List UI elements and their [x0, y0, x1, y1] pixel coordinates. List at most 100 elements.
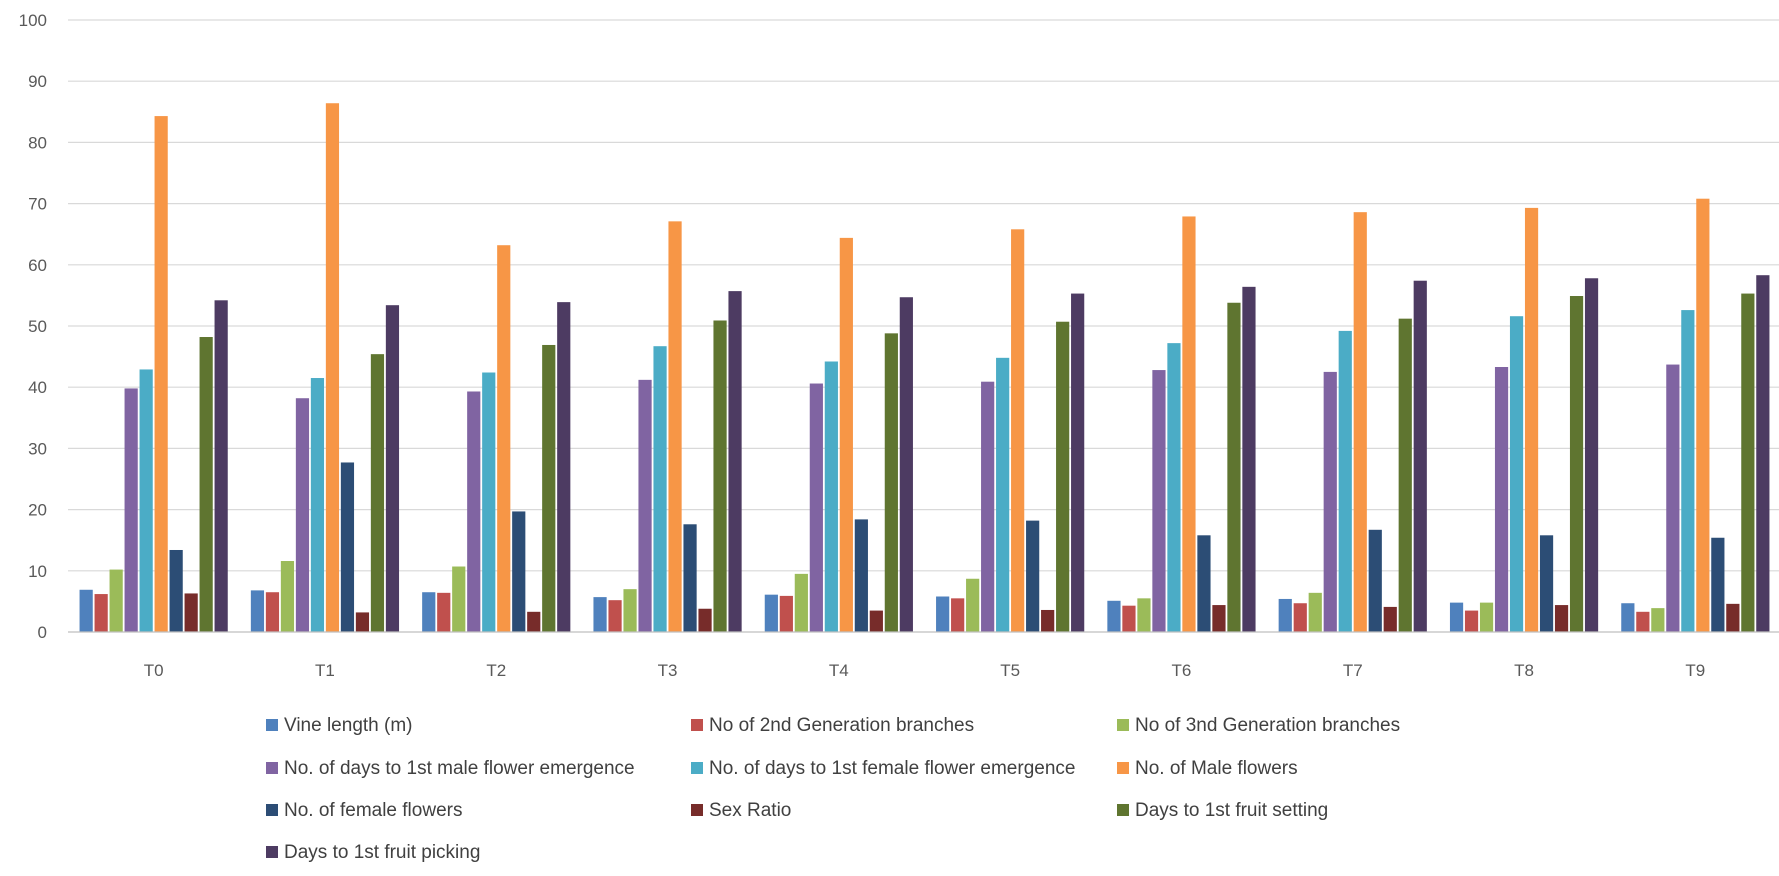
bar — [1413, 280, 1427, 632]
bar — [325, 103, 340, 633]
legend-swatch — [1117, 719, 1129, 731]
bar — [1353, 212, 1367, 632]
bar — [1152, 370, 1166, 632]
bar — [250, 590, 265, 632]
legend: Vine length (m) No of 2nd Generation bran… — [266, 715, 1400, 863]
bar — [1539, 535, 1554, 632]
bar — [184, 593, 198, 632]
bar — [1026, 520, 1040, 632]
bar — [1011, 229, 1025, 632]
legend-swatch — [266, 762, 278, 774]
x-tick-label: T4 — [829, 661, 849, 680]
bar — [542, 344, 556, 632]
bar — [1167, 343, 1181, 632]
bar — [557, 302, 571, 632]
bar — [265, 592, 280, 632]
bar — [385, 305, 400, 632]
y-tick-label: 20 — [28, 501, 47, 520]
legend-label: No. of days to 1st male flower emergence — [284, 758, 635, 779]
bar — [638, 379, 652, 632]
bar — [1323, 371, 1337, 632]
bar — [1212, 605, 1226, 632]
bar — [1524, 207, 1539, 632]
bar — [981, 381, 995, 632]
y-tick-label: 40 — [28, 378, 47, 397]
y-tick-label: 30 — [28, 439, 47, 458]
legend-swatch — [691, 762, 703, 774]
bar — [1041, 609, 1055, 632]
bar — [966, 578, 980, 632]
bar — [1293, 603, 1307, 632]
bar — [295, 398, 310, 632]
legend-swatch — [266, 719, 278, 731]
bar — [94, 594, 108, 632]
bar — [1308, 592, 1322, 632]
bar — [593, 597, 607, 632]
bar — [1554, 605, 1569, 632]
y-tick-label: 100 — [19, 11, 47, 30]
bar — [214, 300, 228, 632]
bar — [280, 561, 295, 632]
bar — [1464, 610, 1479, 632]
bar — [713, 320, 727, 632]
legend-label: Sex Ratio — [709, 800, 791, 821]
y-axis-ticks: 0 10 20 30 40 50 60 70 80 90 100 — [19, 11, 47, 642]
x-tick-label: T5 — [1000, 661, 1020, 680]
bar — [824, 361, 838, 632]
bar — [497, 245, 511, 632]
bar — [698, 608, 712, 632]
legend-label: No. of Male flowers — [1135, 758, 1298, 779]
bar — [1107, 600, 1121, 632]
bar — [1726, 603, 1740, 632]
legend-swatch — [691, 719, 703, 731]
bar — [310, 378, 325, 632]
bar — [1056, 321, 1070, 632]
bar — [1696, 198, 1710, 633]
bar — [839, 237, 853, 632]
bar — [79, 589, 93, 632]
bar — [340, 462, 355, 632]
x-axis-ticks: T0 T1 T2 T3 T4 T5 T6 T7 T8 T9 — [144, 661, 1706, 680]
bar — [452, 566, 466, 632]
bar — [355, 612, 370, 632]
bar — [884, 333, 898, 632]
legend-swatch — [691, 804, 703, 816]
y-tick-label: 80 — [28, 133, 47, 152]
x-tick-label: T2 — [486, 661, 506, 680]
bar — [422, 592, 436, 632]
bar — [437, 592, 451, 632]
x-tick-label: T8 — [1514, 661, 1534, 680]
bar — [1569, 296, 1584, 632]
bar — [951, 598, 965, 632]
bar — [482, 372, 496, 632]
y-tick-label: 10 — [28, 562, 47, 581]
bar — [764, 594, 778, 632]
x-tick-label: T0 — [144, 661, 164, 680]
legend-label: No. of female flowers — [284, 800, 462, 821]
x-tick-label: T6 — [1172, 661, 1192, 680]
bar — [869, 610, 883, 632]
bar — [1494, 367, 1509, 632]
x-tick-label: T9 — [1685, 661, 1705, 680]
bar — [623, 589, 637, 632]
bar — [124, 388, 138, 632]
bar — [1182, 216, 1196, 632]
bar — [169, 549, 183, 632]
bar — [1137, 598, 1151, 632]
bars — [79, 103, 1770, 633]
bar — [683, 524, 697, 632]
bar — [1242, 286, 1256, 632]
legend-label: No. of days to 1st female flower emergen… — [709, 758, 1075, 779]
bar — [1636, 611, 1650, 632]
bar — [139, 369, 153, 632]
x-tick-label: T1 — [315, 661, 335, 680]
bar — [728, 291, 742, 632]
bar — [1368, 529, 1382, 632]
bar — [1338, 330, 1352, 632]
bar — [527, 611, 541, 632]
y-tick-label: 50 — [28, 317, 47, 336]
bar — [1621, 603, 1635, 632]
bar — [199, 337, 213, 632]
legend-swatch — [266, 846, 278, 858]
